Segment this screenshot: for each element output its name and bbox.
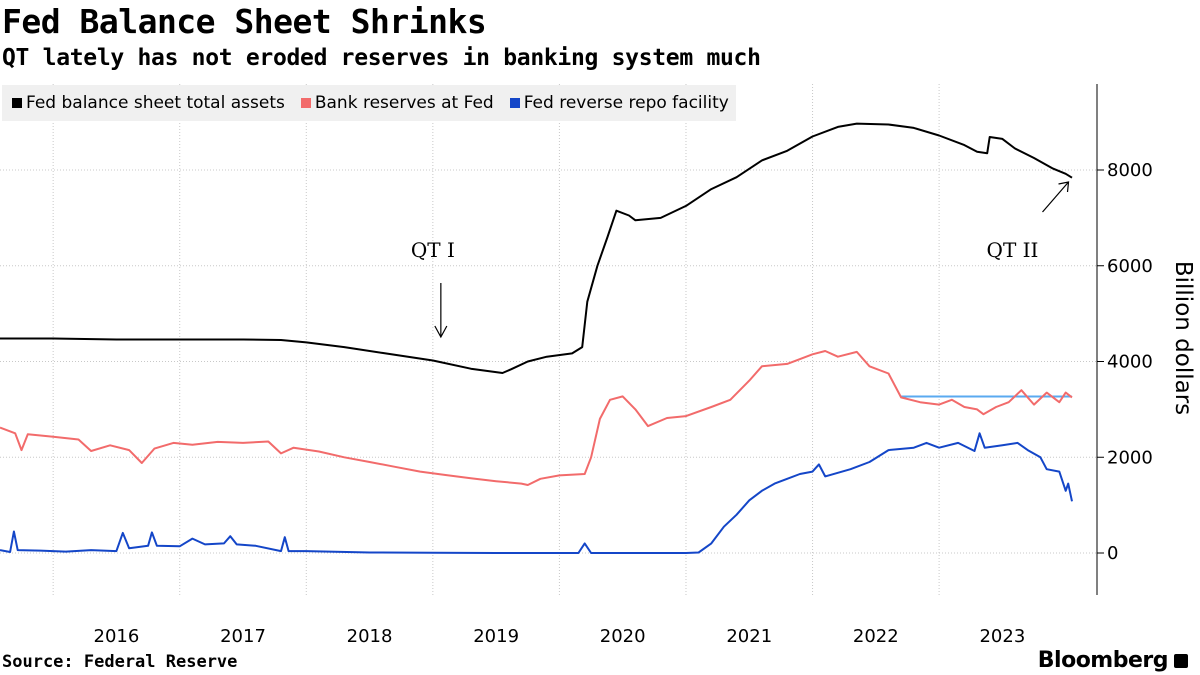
x-tick-label: 2021 xyxy=(726,626,772,647)
legend-label-reverse-repo: Fed reverse repo facility xyxy=(523,93,729,113)
annotation-qt-2-arrow xyxy=(1042,181,1069,213)
annotation-qt-2-arrowhead xyxy=(1058,181,1070,193)
legend-label-total-assets: Fed balance sheet total assets xyxy=(26,93,285,113)
x-tick-label: 2019 xyxy=(473,626,519,647)
x-tick-label: 2017 xyxy=(220,626,266,647)
axes: 0 2000 4000 6000 8000 2016 2017 2018 2019 2020 202… xyxy=(94,84,1153,647)
legend-swatch-reserves xyxy=(300,98,311,108)
brand-name: Bloomberg xyxy=(1037,648,1169,673)
brand-logo: Bloomberg xyxy=(1038,648,1188,673)
x-tick-label: 2020 xyxy=(600,626,646,647)
y-tick-label: 4000 xyxy=(1107,352,1153,373)
y-tick-label: 2000 xyxy=(1107,447,1153,468)
legend-label-reserves: Bank reserves at Fed xyxy=(314,93,494,113)
source-note: Source: Federal Reserve xyxy=(2,652,238,672)
annotations: QT I QT II xyxy=(411,181,1070,339)
y-tick-label: 0 xyxy=(1107,543,1118,564)
x-tick-label: 2018 xyxy=(347,626,393,647)
y-axis-label: Billion dollars xyxy=(1170,261,1196,415)
legend-swatch-reverse-repo xyxy=(509,98,520,108)
y-tick-label: 8000 xyxy=(1107,160,1153,181)
legend-item-reserves: Bank reserves at Fed xyxy=(300,93,494,113)
x-tick-label: 2016 xyxy=(94,626,140,647)
annotation-qt-2-label: QT II xyxy=(987,238,1039,262)
chart-title: Fed Balance Sheet Shrinks xyxy=(2,2,487,41)
chart-subtitle: QT lately has not eroded reserves in ban… xyxy=(2,45,761,71)
series-line-reverse-repo xyxy=(0,432,1073,554)
series-line-reserves xyxy=(0,350,1073,486)
terminal-icon xyxy=(1174,653,1188,668)
x-tick-label: 2023 xyxy=(979,626,1025,647)
x-tick-label: 2022 xyxy=(853,626,899,647)
legend-swatch-total-assets xyxy=(12,98,22,108)
legend-item-reverse-repo: Fed reverse repo facility xyxy=(509,93,729,113)
legend: Fed balance sheet total assets Bank rese… xyxy=(2,85,736,121)
annotation-qt-1-arrowhead xyxy=(434,325,448,339)
legend-item-total-assets: Fed balance sheet total assets xyxy=(12,93,285,113)
y-tick-label: 6000 xyxy=(1107,256,1153,277)
series-lines xyxy=(0,122,1073,554)
series-line-total-assets xyxy=(0,122,1073,374)
annotation-qt-1-label: QT I xyxy=(411,238,455,262)
